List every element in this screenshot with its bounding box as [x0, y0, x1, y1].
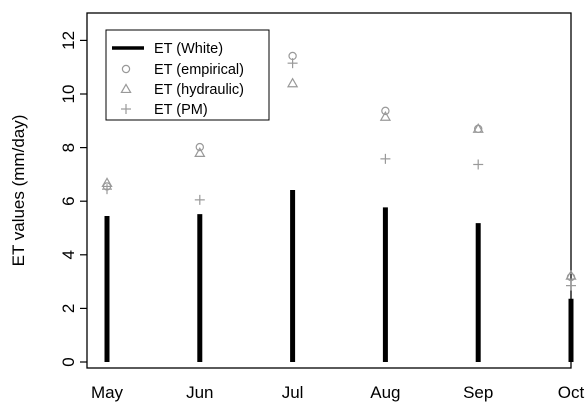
y-tick-label: 6	[59, 196, 78, 205]
y-axis-title: ET values (mm/day)	[9, 115, 28, 267]
y-tick-label: 10	[59, 85, 78, 104]
markers	[101, 51, 577, 291]
x-axis-tick-labels: May Jun Jul Aug Sep Oct	[91, 383, 585, 402]
x-tick-label: Jun	[186, 383, 213, 402]
point-plus-sep	[473, 159, 484, 170]
point-triangle-aug	[379, 110, 392, 121]
legend-key-pm	[121, 104, 131, 114]
point-plus-may	[102, 184, 112, 195]
legend: ET (White) ET (empirical) ET (hydraulic)…	[105, 29, 270, 121]
legend-key-empirical	[121, 64, 131, 74]
bars-et-white	[104, 189, 574, 362]
y-tick-label: 0	[59, 357, 78, 366]
legend-box	[105, 29, 270, 121]
legend-label-hydraulic: ET (hydraulic)	[154, 82, 244, 98]
y-tick-label: 2	[59, 304, 78, 313]
point-triangle-oct	[565, 269, 577, 280]
legend-label-white: ET (White)	[154, 41, 223, 57]
x-tick-label: Oct	[558, 383, 585, 402]
x-tick-label: Sep	[463, 383, 493, 402]
legend-label-empirical: ET (empirical)	[154, 62, 244, 78]
y-tick-label: 4	[59, 250, 78, 259]
point-plus-oct	[566, 280, 576, 291]
x-tick-label: Aug	[370, 383, 400, 402]
point-plus-jul	[287, 58, 298, 69]
point-circle-jun	[195, 142, 204, 152]
point-plus-aug	[380, 153, 391, 164]
y-tick-label: 12	[59, 31, 78, 50]
x-tick-label: May	[91, 383, 124, 402]
legend-keys	[112, 46, 144, 114]
x-tick-label: Jul	[282, 383, 304, 402]
point-triangle-jul	[286, 77, 299, 88]
y-tick-label: 8	[59, 143, 78, 152]
point-triangle-sep	[472, 123, 484, 133]
y-axis-tick-labels: 0 2 4 6 8 10 12	[59, 31, 78, 367]
legend-key-hydraulic	[120, 83, 132, 94]
legend-label-pm: ET (PM)	[154, 102, 208, 118]
point-plus-jun	[194, 194, 205, 205]
point-circle-aug	[381, 106, 390, 116]
plot-frame	[86, 12, 572, 369]
point-triangle-jun	[194, 147, 206, 158]
y-axis-ticks	[80, 39, 87, 363]
